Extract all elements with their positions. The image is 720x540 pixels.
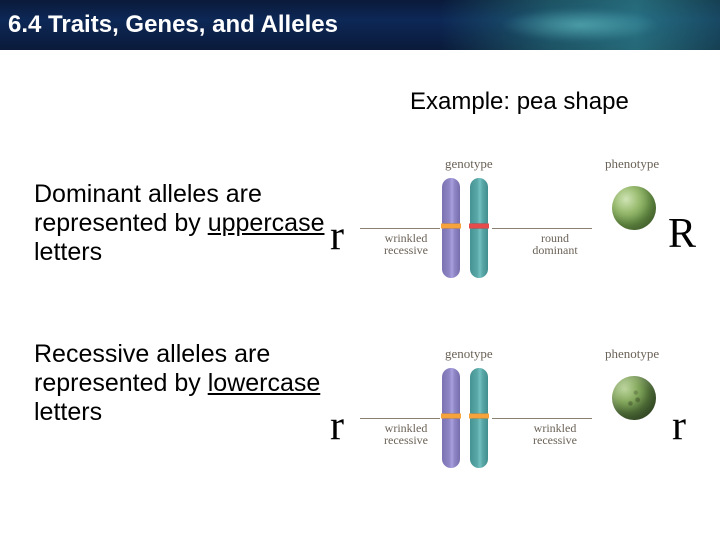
dominant-suffix: letters (34, 238, 102, 266)
allele-right-2: r (672, 402, 686, 450)
phenotype-label-2: phenotype (605, 346, 659, 362)
phenotype-label-1: phenotype (605, 156, 659, 172)
dominant-text: Dominant alleles are represented by uppe… (34, 180, 334, 266)
genotype-label-2: genotype (445, 346, 493, 362)
chrom-pair-2 (440, 368, 500, 468)
header-decor (440, 0, 720, 50)
chrom-right-1 (470, 178, 488, 278)
dominant-emph: uppercase (208, 209, 325, 237)
sublabel-right-1: round dominant (520, 232, 590, 256)
diagram-homo: r r genotype phenotype wrinkled recessiv… (330, 340, 700, 500)
leader-right-1 (492, 228, 592, 229)
chrom-left-1 (442, 178, 460, 278)
recessive-text: Recessive alleles are represented by low… (34, 340, 334, 426)
sublabel-right-2: wrinkled recessive (520, 422, 590, 446)
chrom-right-band-2 (469, 414, 489, 419)
chrom-left-band-1 (441, 224, 461, 229)
allele-left-2: r (330, 402, 344, 450)
sublabel-left-1: wrinkled recessive (376, 232, 436, 256)
chrom-pair-1 (440, 178, 500, 278)
example-label: Example: pea shape (410, 88, 629, 116)
sublabel-right-2-l2: recessive (533, 433, 577, 447)
leader-left-1 (360, 228, 440, 229)
leader-right-2 (492, 418, 592, 419)
pea-round (612, 186, 656, 230)
chrom-right-2 (470, 368, 488, 468)
allele-left-1: r (330, 212, 344, 260)
genotype-label-1: genotype (445, 156, 493, 172)
leader-left-2 (360, 418, 440, 419)
slide-content: Example: pea shape Dominant alleles are … (0, 50, 720, 540)
allele-right-1: R (668, 210, 696, 258)
chrom-left-2 (442, 368, 460, 468)
header-title: 6.4 Traits, Genes, and Alleles (8, 11, 338, 39)
chrom-left-band-2 (441, 414, 461, 419)
diagram-hetero: r R genotype phenotype wrinkled recessiv… (330, 150, 700, 310)
pea-wrinkled (612, 376, 656, 420)
sublabel-left-1-l2: recessive (384, 243, 428, 257)
recessive-emph: lowercase (208, 369, 321, 397)
chrom-right-band-1 (469, 224, 489, 229)
sublabel-right-1-l2: dominant (532, 243, 577, 257)
slide-header: 6.4 Traits, Genes, and Alleles (0, 0, 720, 50)
recessive-suffix: letters (34, 398, 102, 426)
sublabel-left-2-l2: recessive (384, 433, 428, 447)
sublabel-left-2: wrinkled recessive (376, 422, 436, 446)
